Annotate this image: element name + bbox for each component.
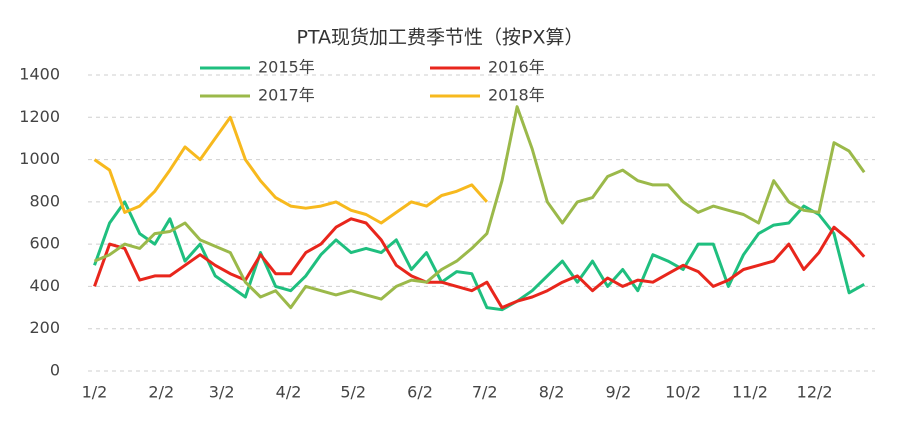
x-tick-label: 7/2 bbox=[472, 383, 498, 402]
line-series bbox=[93, 217, 866, 310]
y-tick-label: 1200 bbox=[19, 107, 60, 126]
x-tick-label: 12/2 bbox=[797, 383, 833, 402]
y-tick-label: 1000 bbox=[19, 149, 60, 168]
x-tick-label: 11/2 bbox=[732, 383, 768, 402]
x-tick-label: 2/2 bbox=[148, 383, 174, 402]
legend-label: 2018年 bbox=[488, 86, 545, 105]
y-tick-label: 0 bbox=[50, 361, 60, 380]
legend-label: 2017年 bbox=[258, 86, 315, 105]
chart-title: PTA现货加工费季节性（按PX算） bbox=[296, 27, 583, 49]
legend-label: 2016年 bbox=[488, 58, 545, 77]
y-tick-label: 800 bbox=[29, 191, 60, 210]
y-tick-label: 600 bbox=[29, 234, 60, 253]
y-tick-label: 200 bbox=[29, 318, 60, 337]
x-tick-label: 3/2 bbox=[209, 383, 235, 402]
x-tick-label: 8/2 bbox=[539, 383, 565, 402]
line-series bbox=[93, 115, 489, 225]
line-series bbox=[93, 105, 866, 310]
x-tick-label: 9/2 bbox=[606, 383, 632, 402]
x-tick-label: 1/2 bbox=[82, 383, 108, 402]
x-tick-label: 10/2 bbox=[665, 383, 701, 402]
y-tick-label: 1400 bbox=[19, 65, 60, 84]
x-tick-label: 4/2 bbox=[276, 383, 302, 402]
legend-label: 2015年 bbox=[258, 58, 315, 77]
y-tick-label: 400 bbox=[29, 276, 60, 295]
x-tick-label: 6/2 bbox=[407, 383, 433, 402]
line-series bbox=[93, 200, 865, 312]
x-tick-label: 5/2 bbox=[340, 383, 366, 402]
